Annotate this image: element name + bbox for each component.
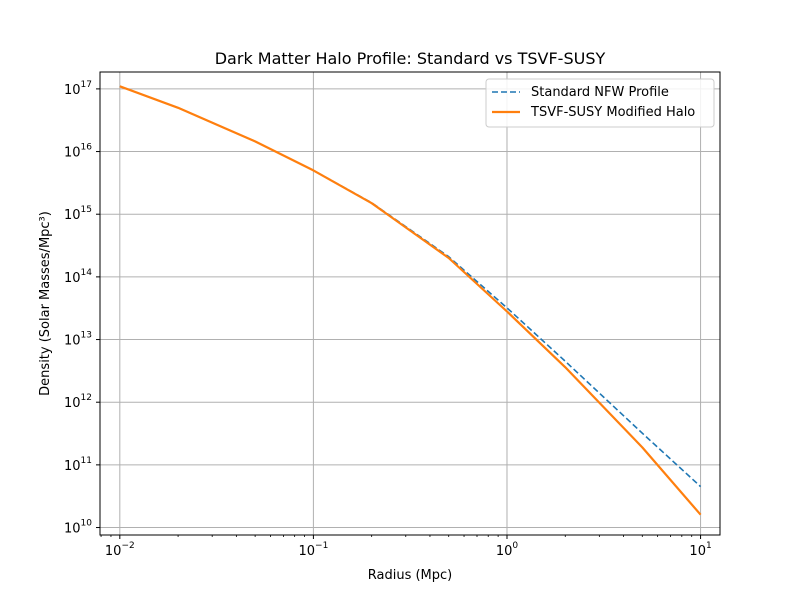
legend-label-1: Standard NFW Profile <box>531 85 669 100</box>
x-tick-label: 100 <box>496 541 519 559</box>
y-tick-label: 1015 <box>64 205 92 223</box>
y-axis-label: Density (Solar Masses/Mpc³) <box>38 211 53 396</box>
x-tick-label: 10−2 <box>105 541 135 559</box>
x-tick-label: 10−1 <box>298 541 328 559</box>
series-lines <box>119 85 702 516</box>
series-line-1 <box>119 85 702 488</box>
legend-label-2: TSVF-SUSY Modified Halo <box>530 105 695 120</box>
y-tick-label: 1017 <box>64 80 92 98</box>
x-tick-label: 101 <box>689 541 711 559</box>
series-line-2 <box>119 85 702 516</box>
grid-lines <box>100 72 720 535</box>
legend-box <box>485 78 715 128</box>
y-tick-label: 1012 <box>64 393 92 411</box>
y-tick-label: 1013 <box>64 331 92 349</box>
y-tick-label: 1010 <box>64 519 92 537</box>
y-tick-label: 1014 <box>64 268 92 286</box>
plot-area-frame <box>99 71 721 536</box>
legend: Standard NFW Profile TSVF-SUSY Modified H… <box>485 78 715 128</box>
axis-ticks: 10−2 10−1 100 101 1010 1011 1012 1013 1014 1015 10… <box>64 80 712 559</box>
x-axis-label: Radius (Mpc) <box>368 568 452 583</box>
chart-title: Dark Matter Halo Profile: Standard vs TS… <box>215 49 606 68</box>
y-tick-label: 1016 <box>64 143 92 161</box>
y-tick-label: 1011 <box>64 456 92 474</box>
